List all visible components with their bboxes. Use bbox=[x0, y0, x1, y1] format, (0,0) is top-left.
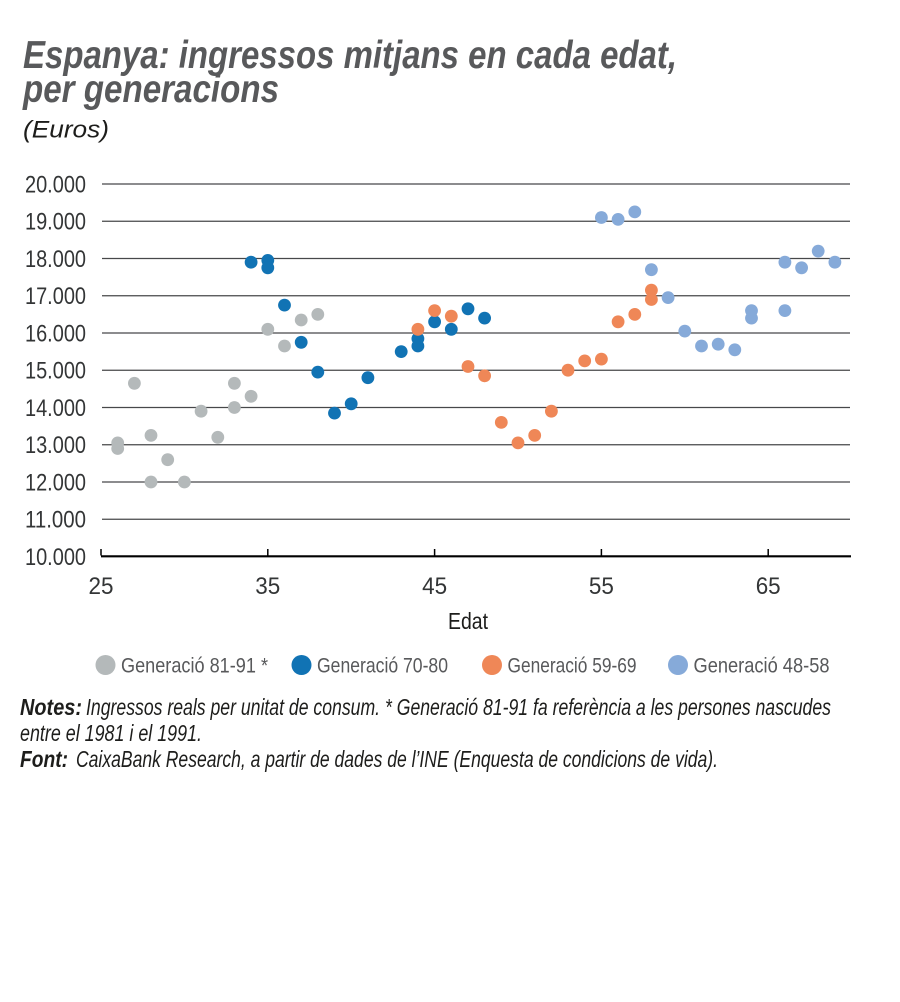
svg-text:55: 55 bbox=[589, 573, 614, 600]
svg-text:Notes:: Notes: bbox=[20, 694, 82, 720]
svg-text:14.000: 14.000 bbox=[25, 395, 86, 422]
svg-text:20.000: 20.000 bbox=[25, 171, 86, 198]
svg-text:10.000: 10.000 bbox=[25, 544, 86, 571]
svg-text:13.000: 13.000 bbox=[25, 432, 86, 459]
svg-text:Generació 81-91 *: Generació 81-91 * bbox=[121, 655, 268, 678]
svg-text:Font:: Font: bbox=[20, 746, 68, 772]
svg-text:16.000: 16.000 bbox=[25, 320, 86, 347]
svg-text:25: 25 bbox=[89, 573, 114, 600]
svg-text:Generació 48-58: Generació 48-58 bbox=[694, 655, 830, 678]
svg-text:18.000: 18.000 bbox=[25, 246, 86, 273]
svg-text:15.000: 15.000 bbox=[25, 358, 86, 385]
svg-text:Generació 59-69: Generació 59-69 bbox=[508, 655, 637, 678]
svg-text:19.000: 19.000 bbox=[25, 209, 86, 236]
svg-text:entre el 1981 i el 1991.: entre el 1981 i el 1991. bbox=[20, 720, 202, 746]
svg-text:17.000: 17.000 bbox=[25, 283, 86, 310]
svg-text:per generacions: per generacions bbox=[22, 68, 279, 111]
svg-text:12.000: 12.000 bbox=[25, 469, 86, 496]
svg-text:Generació 70-80: Generació 70-80 bbox=[317, 655, 448, 678]
svg-text:(Euros): (Euros) bbox=[23, 117, 109, 144]
svg-text:65: 65 bbox=[756, 573, 781, 600]
svg-text:35: 35 bbox=[255, 573, 280, 600]
svg-text:45: 45 bbox=[422, 573, 447, 600]
svg-text:Espanya: ingressos mitjans en: Espanya: ingressos mitjans en cada edat, bbox=[23, 34, 677, 77]
svg-text:11.000: 11.000 bbox=[25, 507, 86, 534]
svg-text:Edat: Edat bbox=[448, 608, 489, 634]
svg-text:Ingressos reals per unitat de: Ingressos reals per unitat de consum. * … bbox=[86, 694, 831, 720]
svg-text:CaixaBank Research, a partir d: CaixaBank Research, a partir de dades de… bbox=[76, 746, 718, 772]
